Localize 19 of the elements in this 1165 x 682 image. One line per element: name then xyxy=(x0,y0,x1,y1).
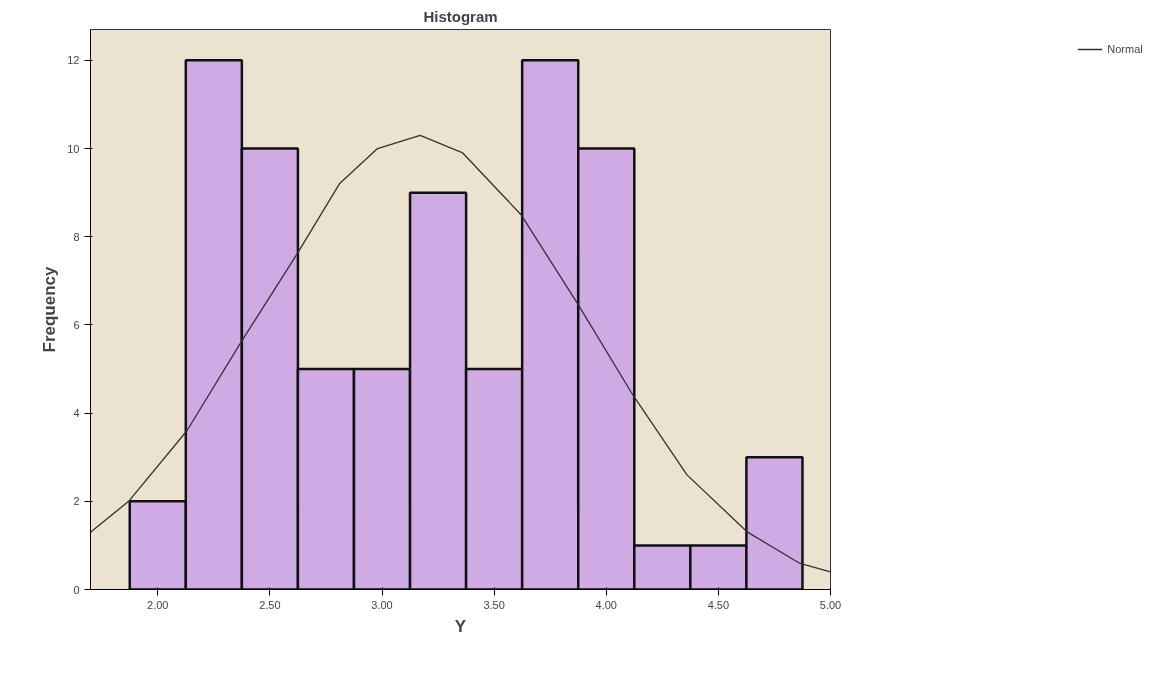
y-tick-label: 4 xyxy=(73,407,80,420)
y-axis-title: Frequency xyxy=(40,265,60,353)
x-tick-label: 2.50 xyxy=(259,598,281,611)
y-tick-label: 8 xyxy=(73,230,80,243)
x-tick-label: 3.00 xyxy=(371,598,393,611)
y-tick-label: 12 xyxy=(67,54,80,67)
x-tick-label: 3.50 xyxy=(483,598,505,611)
y-tick-label: 2 xyxy=(73,495,80,508)
x-tick-label: 5.00 xyxy=(819,598,842,611)
line-series xyxy=(90,134,831,573)
x-axis-title: Y xyxy=(454,616,467,636)
chart-title: Histogram xyxy=(423,7,498,25)
x-tick-label: 4.00 xyxy=(595,598,617,611)
y-tick-label: 0 xyxy=(73,583,80,596)
y-tick-label: 6 xyxy=(73,318,80,331)
x-tick-label: 4.50 xyxy=(707,598,730,611)
x-tick-label: 2.00 xyxy=(147,598,169,611)
legend-label: Normal xyxy=(1107,43,1143,55)
y-tick-label: 10 xyxy=(67,142,80,155)
